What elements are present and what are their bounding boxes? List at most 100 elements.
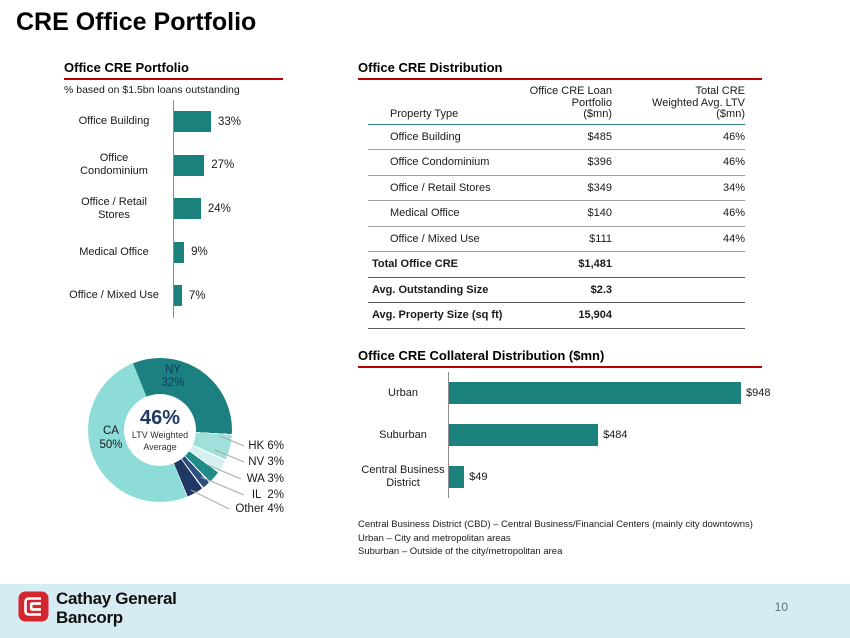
table-cell: Medical Office xyxy=(368,200,518,227)
bar-value-label: $948 xyxy=(745,387,771,399)
portfolio-section-title: Office CRE Portfolio xyxy=(64,60,283,80)
footnote-line: Urban – City and metropolitan areas xyxy=(358,532,511,544)
table-cell: $111 xyxy=(518,226,612,252)
table-cell: $396 xyxy=(518,149,612,176)
bar-row: Urban $948 xyxy=(358,372,798,414)
table-row: Office Building $485 46% xyxy=(368,124,745,150)
category-label: Medical Office xyxy=(79,245,149,258)
callout-il: IL 2% xyxy=(251,489,284,501)
ltv-value: 46% xyxy=(139,407,181,429)
table-row: Medical Office $140 46% xyxy=(368,200,745,227)
ltv-label-line1: LTV Weighted xyxy=(131,430,189,440)
bar-row: Medical Office 9% xyxy=(58,230,350,274)
ny-slice-label: NY 32% xyxy=(161,364,185,389)
plot-area: 24% xyxy=(173,187,350,231)
table-cell: 46% xyxy=(612,149,745,176)
distribution-section-title: Office CRE Distribution xyxy=(358,60,762,80)
bar xyxy=(174,241,185,263)
table-cell xyxy=(612,276,745,303)
portfolio-bar-chart: Office Building 33% Office Condominium 27% Of… xyxy=(58,100,350,318)
column-header: Office CRE Loan Portfolio ($mn) xyxy=(518,85,612,125)
plot-area: 27% xyxy=(173,143,350,187)
plot-area: $948 xyxy=(448,372,798,414)
footnote-line: Central Business District (CBD) – Centra… xyxy=(358,519,753,530)
table-cell: 46% xyxy=(612,124,745,150)
collateral-bar-chart: Urban $948 Suburban $484 Central Business Dis… xyxy=(358,372,798,498)
category-label: Office Condominium xyxy=(80,152,148,178)
table-cell: 34% xyxy=(612,175,745,201)
bar-value-label: $484 xyxy=(603,429,628,441)
bar-row: Office / Retail Stores 24% xyxy=(58,187,350,231)
distribution-table: Property Type Office CRE Loan Portfolio ($m… xyxy=(368,85,745,329)
table-cell: Avg. Outstanding Size xyxy=(368,276,518,303)
ltv-label-line2: Average xyxy=(143,442,177,452)
table-cell: Total Office CRE xyxy=(368,251,518,278)
callout-hk: HK 6% xyxy=(248,440,284,452)
footer-band: Cathay General Bancorp 10 xyxy=(0,584,850,638)
callout-other: Other 4% xyxy=(235,503,284,515)
bar xyxy=(174,111,211,133)
category-label: Office / Retail Stores xyxy=(81,195,147,221)
brand-name: Cathay General Bancorp xyxy=(56,589,177,627)
bar-row: Office Condominium 27% xyxy=(58,143,350,187)
plot-area: 9% xyxy=(173,230,350,274)
table-row: Office / Retail Stores $349 34% xyxy=(368,175,745,201)
category-label: Office Building xyxy=(78,115,150,128)
bar-value-label: 33% xyxy=(217,115,241,128)
category-label: Central Business District xyxy=(361,464,445,489)
plot-area: 33% xyxy=(173,100,350,144)
plot-area: $49 xyxy=(448,456,798,498)
bar-value-label: 24% xyxy=(207,202,231,215)
donut-hole xyxy=(124,394,196,466)
bar-value-label: 27% xyxy=(211,159,235,172)
table-cell: Office Building xyxy=(368,124,518,150)
geography-donut-chart: 46% LTV Weighted Average NY 32% CA 50% H… xyxy=(60,350,355,540)
callout-nv: NV 3% xyxy=(248,456,284,468)
bar-row: Office / Mixed Use 7% xyxy=(58,274,350,318)
table-cell xyxy=(612,302,745,329)
table-cell: $1,481 xyxy=(518,251,612,278)
bar-row: Suburban $484 xyxy=(358,414,798,456)
table-row: Avg. Property Size (sq ft) 15,904 xyxy=(368,302,745,329)
category-label: Office / Mixed Use xyxy=(69,289,159,302)
table-cell: Avg. Property Size (sq ft) xyxy=(368,302,518,329)
bar xyxy=(449,466,465,488)
plot-area: 7% xyxy=(173,274,350,318)
table-cell: 44% xyxy=(612,226,745,252)
bar xyxy=(174,198,201,220)
bar-value-label: 9% xyxy=(191,246,208,259)
table-cell: $2.3 xyxy=(518,276,612,303)
bar-value-label: 7% xyxy=(188,289,206,302)
footnote-line: Suburban – Outside of the city/metropoli… xyxy=(358,546,563,557)
callout-wa: WA 3% xyxy=(246,473,284,485)
category-label: Urban xyxy=(388,386,418,399)
bar-row: Central Business District $49 xyxy=(358,456,798,498)
category-label: Suburban xyxy=(379,428,427,441)
table-cell xyxy=(612,251,745,278)
collateral-section-title: Office CRE Collateral Distribution ($mn) xyxy=(358,348,762,368)
table-row: Office Condominium $396 46% xyxy=(368,149,745,176)
table-cell: 15,904 xyxy=(518,302,612,329)
plot-area: $484 xyxy=(448,414,798,456)
table-cell: $349 xyxy=(518,175,612,201)
table-cell: Office Condominium xyxy=(368,149,518,176)
bar xyxy=(174,154,205,176)
table-cell: Office / Mixed Use xyxy=(368,226,518,252)
table-row: Avg. Outstanding Size $2.3 xyxy=(368,276,745,303)
table-cell: Office / Retail Stores xyxy=(368,175,518,201)
leader-lines xyxy=(190,435,245,510)
bar-row: Office Building 33% xyxy=(58,100,350,144)
table-cell: $140 xyxy=(518,200,612,227)
cathay-logo-icon xyxy=(18,591,49,622)
bar xyxy=(174,285,182,307)
table-row: Office / Mixed Use $111 44% xyxy=(368,226,745,252)
table-cell: 46% xyxy=(612,200,745,227)
table-cell: $485 xyxy=(518,124,612,150)
footnotes: Central Business District (CBD) – Centra… xyxy=(358,518,753,559)
ca-slice-label: CA 50% xyxy=(99,425,123,451)
table-row: Total Office CRE $1,481 xyxy=(368,251,745,278)
donut-center-text: 46% LTV Weighted Average xyxy=(88,358,232,502)
bar-value-label: $49 xyxy=(469,471,488,483)
bar xyxy=(449,424,599,446)
